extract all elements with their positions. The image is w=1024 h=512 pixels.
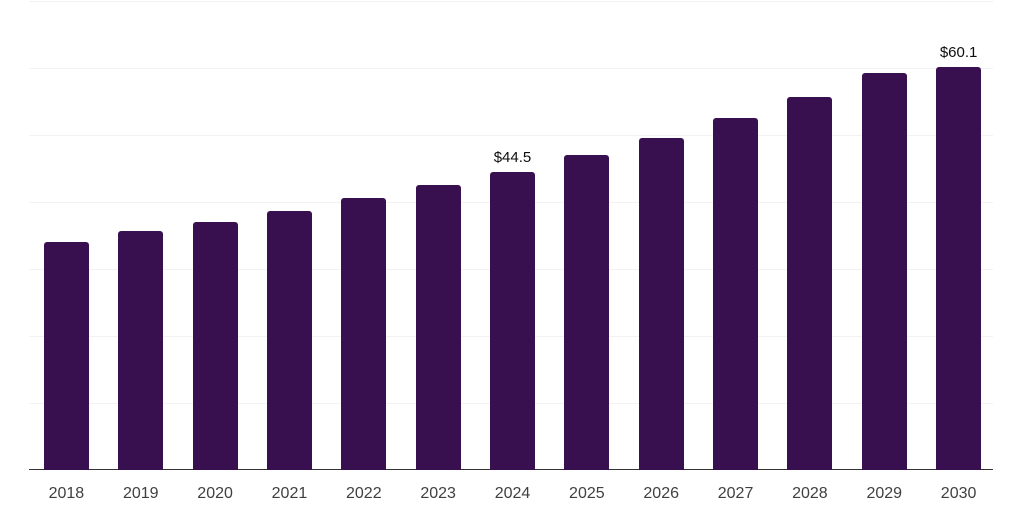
bar-2021[interactable] <box>266 210 312 470</box>
bar-2025[interactable] <box>564 155 610 470</box>
bar-2020[interactable] <box>192 222 238 470</box>
x-tick-2025: 2025 <box>569 485 605 502</box>
bar-2030[interactable] <box>936 67 982 470</box>
value-label-2024: $44.5 <box>493 148 532 166</box>
x-tick-2021: 2021 <box>271 485 308 502</box>
x-tick-2018: 2018 <box>48 485 85 502</box>
bar-2024[interactable] <box>490 171 535 470</box>
gridline-50 <box>29 135 993 136</box>
gridline-60 <box>29 68 993 69</box>
bar-2018[interactable] <box>43 241 89 470</box>
x-tick-2028: 2028 <box>792 485 828 502</box>
bar-2022[interactable] <box>341 197 387 470</box>
gridline-70 <box>29 1 993 2</box>
x-tick-2023: 2023 <box>420 485 456 502</box>
bar-2023[interactable] <box>415 185 461 470</box>
x-tick-2026: 2026 <box>643 485 679 502</box>
x-tick-2024: 2024 <box>494 485 531 502</box>
x-tick-2027: 2027 <box>717 485 754 502</box>
x-tick-2020: 2020 <box>197 485 233 502</box>
bar-2028[interactable] <box>787 97 833 470</box>
x-tick-2022: 2022 <box>346 485 382 502</box>
x-tick-2019: 2019 <box>122 485 159 502</box>
bar-2029[interactable] <box>861 73 907 470</box>
bar-2019[interactable] <box>118 231 164 470</box>
x-tick-2029: 2029 <box>866 485 903 502</box>
value-label-2030: $60.1 <box>939 44 978 62</box>
bar-2026[interactable] <box>638 137 684 470</box>
x-tick-2030: 2030 <box>940 485 977 502</box>
bar-2027[interactable] <box>713 118 759 470</box>
